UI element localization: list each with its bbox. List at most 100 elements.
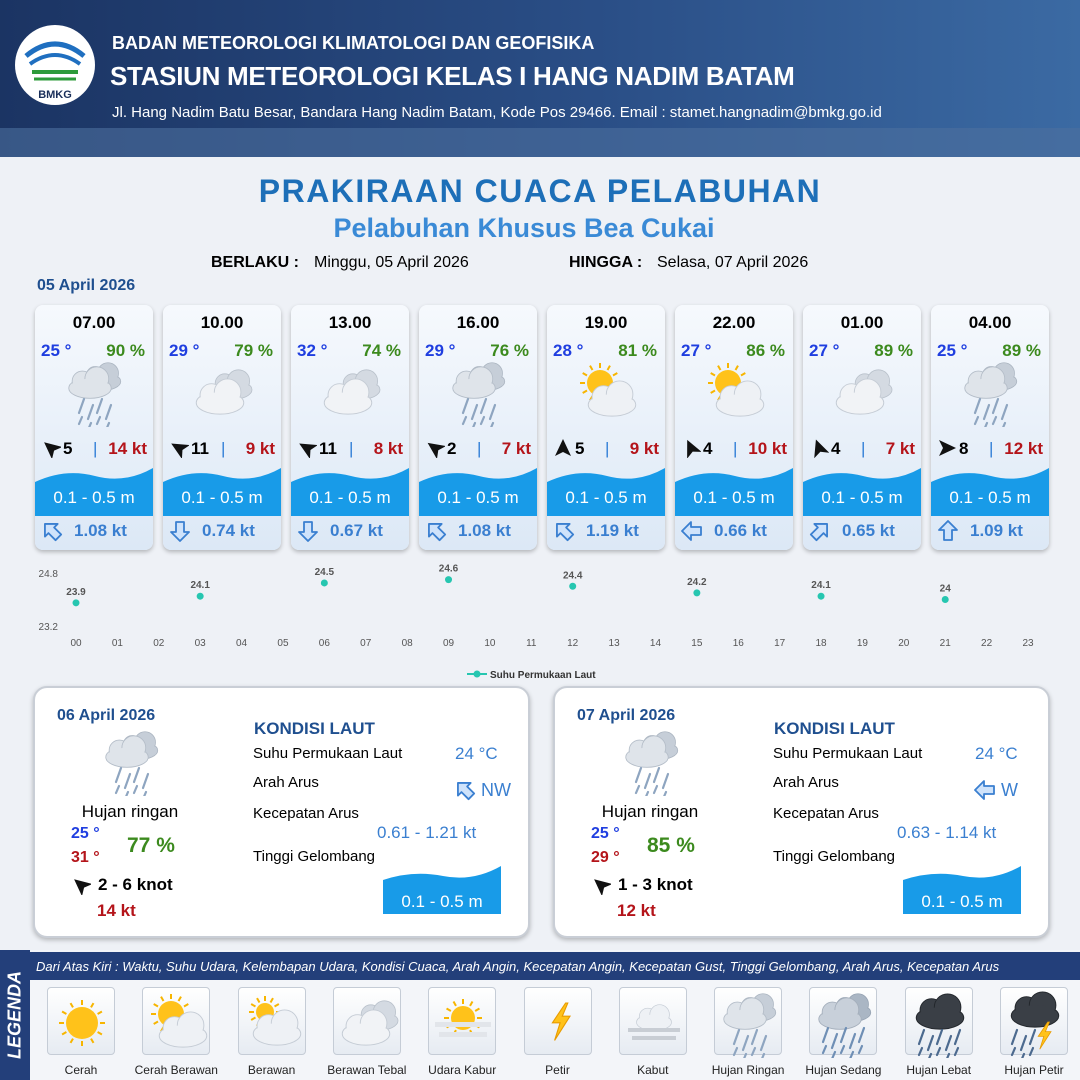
icon-part <box>917 1028 925 1046</box>
icon-part <box>724 1009 766 1029</box>
icon-part <box>582 389 588 394</box>
wave-band <box>931 462 1049 516</box>
separator: | <box>733 439 738 458</box>
temperature: 25 ° <box>41 341 72 360</box>
time: 19.00 <box>584 313 628 332</box>
icon-part <box>814 439 830 459</box>
legend-item: Berawan Tebal <box>327 1063 407 1077</box>
icon-part <box>44 442 63 460</box>
wind-speed: 11 <box>319 439 337 458</box>
icon-part <box>938 520 958 541</box>
icon-part <box>74 879 93 897</box>
icon-part <box>461 397 470 415</box>
icon-part <box>104 403 113 421</box>
legend-label: Suhu Permukaan Laut <box>490 670 596 681</box>
data-label: 24.5 <box>315 567 335 578</box>
icon-part <box>44 523 63 542</box>
weather-icon <box>310 357 390 427</box>
icon-part <box>732 1046 739 1057</box>
icon-part <box>550 1002 571 1041</box>
icon-part <box>77 415 84 426</box>
icon-part <box>74 879 93 897</box>
icon-part <box>710 389 716 394</box>
icon-part <box>123 790 130 801</box>
humidity: 85 % <box>647 834 695 857</box>
data-label: 24.1 <box>811 580 831 591</box>
icon-part <box>479 415 486 426</box>
icon-part <box>589 365 594 371</box>
weather-icon <box>438 357 518 432</box>
icon-part <box>759 1052 766 1063</box>
x-tick-label: 01 <box>112 638 124 649</box>
x-tick-label: 20 <box>898 638 910 649</box>
logo-text: BMKG <box>38 89 72 101</box>
sea-label: Tinggi Gelombang <box>253 848 376 865</box>
icon-part <box>935 1028 943 1046</box>
validity-to: Selasa, 07 April 2026 <box>657 254 809 271</box>
icon-part <box>77 397 86 415</box>
icon-part <box>452 366 496 399</box>
icon-part <box>28 53 82 66</box>
icon-part <box>652 784 659 795</box>
current-direction <box>41 520 63 542</box>
separator: | <box>349 439 354 458</box>
humidity: 89 % <box>874 341 913 360</box>
icon-part <box>170 521 190 542</box>
temperature: 28 ° <box>553 341 584 360</box>
icon-part <box>1028 1046 1035 1057</box>
icon-part <box>428 523 447 542</box>
icon-part <box>814 439 830 459</box>
icon-part <box>61 1010 67 1015</box>
legend-icon-box <box>428 987 497 1055</box>
icon-part <box>446 1007 452 1012</box>
weather-icon <box>694 357 774 427</box>
wave-band <box>35 462 153 516</box>
current-direction <box>425 520 447 542</box>
x-tick-label: 13 <box>609 638 621 649</box>
humidity: 76 % <box>490 341 529 360</box>
panel-date: 06 April 2026 <box>57 707 156 724</box>
sea-label: Kecepatan Arus <box>253 805 359 822</box>
header-band <box>0 128 1080 157</box>
icon-part <box>594 879 613 897</box>
legend-icon-box <box>809 987 878 1061</box>
icon-part <box>974 780 995 800</box>
icon-part <box>325 392 371 414</box>
x-tick-label: 18 <box>815 638 827 649</box>
gust: 10 kt <box>748 439 787 458</box>
icon-part <box>631 1036 676 1040</box>
station-name: STASIUN METEOROLOGI KELAS I HANG NADIM B… <box>110 61 795 91</box>
icon-part <box>419 468 537 516</box>
icon-part <box>809 523 828 542</box>
legend-item: Hujan Sedang <box>805 1063 882 1077</box>
humidity: 81 % <box>618 341 657 360</box>
wind-speed: 5 <box>575 439 585 458</box>
icon-part <box>255 997 260 1003</box>
humidity: 79 % <box>234 341 273 360</box>
icon-part <box>849 1032 857 1050</box>
icon-part <box>938 520 958 541</box>
separator: | <box>605 439 610 458</box>
icon-part <box>97 1031 103 1036</box>
wind-speed: 8 <box>959 439 969 458</box>
icon-part <box>687 439 702 459</box>
wave-band <box>675 462 793 516</box>
icon-part <box>291 468 409 516</box>
icon-part <box>594 879 613 897</box>
icon-part <box>479 397 488 415</box>
icon-part <box>343 1023 389 1045</box>
x-tick-label: 23 <box>1022 638 1034 649</box>
temperature: 25 ° <box>937 341 968 360</box>
icon-part <box>734 365 739 371</box>
current-direction <box>169 520 191 542</box>
time: 13.00 <box>328 313 372 332</box>
icon-part <box>953 1046 959 1057</box>
day-panel: 06 April 2026 Hujan ringan 25 ° 31 ° 77 % 2 -… <box>33 686 530 938</box>
separator: | <box>989 439 994 458</box>
temperature: 29 ° <box>425 341 456 360</box>
icon-part <box>250 1003 256 1008</box>
separator: | <box>221 439 226 458</box>
legend-item: Hujan Petir <box>1004 1063 1064 1077</box>
legend-icon-box <box>618 987 687 1055</box>
weather-icon <box>54 357 134 432</box>
